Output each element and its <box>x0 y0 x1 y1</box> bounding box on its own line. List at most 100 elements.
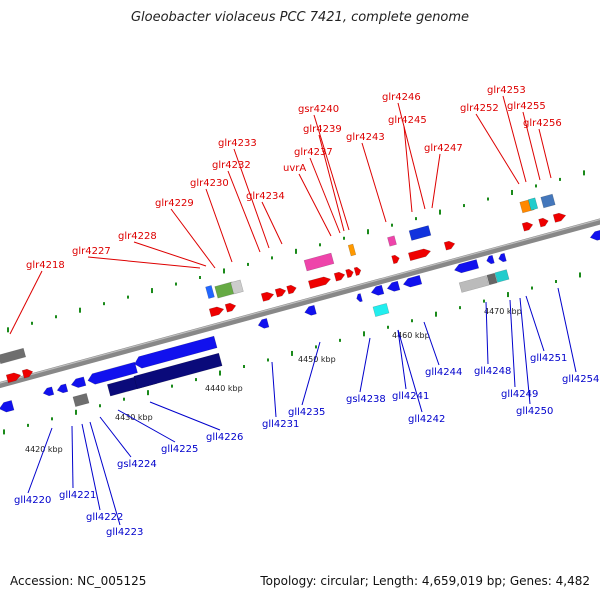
forward-gene-block <box>387 235 397 247</box>
forward-gene-arrow <box>353 266 362 276</box>
reverse-leader-line <box>397 329 407 390</box>
forward-gene-block <box>303 252 335 272</box>
forward-gene-label: glr4247 <box>424 143 463 154</box>
forward-leader-line <box>522 111 541 181</box>
reverse-gene-label: gll4235 <box>288 407 325 418</box>
forward-gene-label: glr4227 <box>72 246 111 257</box>
reverse-gene-arrow <box>454 259 480 274</box>
forward-gene-arrow <box>345 268 354 279</box>
forward-gene-arrow <box>308 276 332 290</box>
reverse-leader-line <box>509 299 516 388</box>
forward-leader-line <box>9 270 43 335</box>
forward-gene-label: gsr4240 <box>298 104 339 115</box>
scale-label: 4450 kbp <box>298 355 336 364</box>
forward-gene-block <box>527 197 539 211</box>
reverse-gene-label: gll4231 <box>262 419 299 430</box>
reverse-leader-line <box>89 421 121 526</box>
forward-leader-line <box>227 170 261 253</box>
reverse-leader-line <box>149 401 221 431</box>
reverse-gene-label: gll4244 <box>425 367 462 378</box>
scale-label: 4440 kbp <box>205 384 243 393</box>
forward-leader-line <box>318 134 345 232</box>
accession-text: Accession: NC_005125 <box>10 574 147 588</box>
reverse-gene-arrow <box>498 252 507 263</box>
reverse-gene-arrow <box>402 274 423 288</box>
forward-leader-line <box>431 153 441 209</box>
forward-leader-line <box>309 157 341 234</box>
forward-gene-label: glr4245 <box>388 115 427 126</box>
reverse-leader-line <box>519 297 531 405</box>
forward-gene-arrow <box>21 368 34 379</box>
reverse-gene-arrow <box>304 304 317 316</box>
genome-summary-text: Topology: circular; Length: 4,659,019 bp… <box>260 574 590 588</box>
forward-gene-label: glr4233 <box>218 138 257 149</box>
forward-gene-arrow <box>224 302 237 313</box>
forward-gene-block <box>205 285 215 299</box>
reverse-gene-label: gll4221 <box>59 490 96 501</box>
forward-leader-line <box>313 114 350 231</box>
reverse-gene-label: gll4250 <box>516 406 553 417</box>
reverse-gene-label: gll4222 <box>86 512 123 523</box>
reverse-gene-arrow <box>370 284 385 296</box>
reverse-gene-label: gll4249 <box>501 389 538 400</box>
forward-gene-label: glr4237 <box>294 147 333 158</box>
forward-gene-arrow <box>538 217 549 228</box>
forward-gene-block <box>347 243 357 257</box>
reverse-gene-label: gll4225 <box>161 444 198 455</box>
forward-gene-label: glr4234 <box>246 191 285 202</box>
genome-backbone <box>0 218 600 389</box>
forward-gene-label: glr4239 <box>303 124 342 135</box>
forward-gene-label: glr4232 <box>212 160 251 171</box>
forward-leader-line <box>170 208 216 269</box>
forward-gene-block <box>540 193 556 209</box>
reverse-leader-line <box>301 341 321 406</box>
reverse-leader-line <box>117 409 176 443</box>
reverse-leader-line <box>397 329 423 413</box>
reverse-gene-arrow <box>356 293 363 303</box>
forward-gene-arrow <box>286 284 297 295</box>
reverse-gene-arrow <box>257 318 270 329</box>
reverse-gene-block <box>486 272 498 286</box>
forward-leader-line <box>133 241 207 267</box>
reverse-gene-arrow <box>42 386 55 397</box>
reverse-gene-label: gll4251 <box>530 353 567 364</box>
forward-gene-arrow <box>391 254 400 265</box>
forward-gene-arrow <box>5 372 22 384</box>
reverse-gene-label: gll4242 <box>408 414 445 425</box>
forward-gene-label: glr4246 <box>382 92 421 103</box>
reverse-gene-arrow <box>56 383 69 394</box>
genome-backbone-highlight <box>0 218 600 384</box>
reverse-gene-arrow <box>0 400 15 413</box>
forward-gene-label: glr4256 <box>523 118 562 129</box>
reverse-leader-line <box>99 416 132 458</box>
forward-gene-arrow <box>552 212 567 223</box>
scale-label: 4430 kbp <box>115 413 153 422</box>
map-title: Gloeobacter violaceus PCC 7421, complete… <box>130 10 470 25</box>
reverse-gene-label: gll4241 <box>392 391 429 402</box>
forward-gene-block <box>408 225 432 241</box>
reverse-gene-block <box>458 275 490 293</box>
forward-gene-label: glr4229 <box>155 198 194 209</box>
pseudo-gene-block <box>72 393 90 407</box>
reverse-gene-block <box>372 303 390 317</box>
forward-gene-label: glr4253 <box>487 85 526 96</box>
forward-gene-arrow <box>260 291 275 302</box>
reverse-leader-line <box>71 425 74 489</box>
reverse-gene-block <box>133 352 223 390</box>
forward-gene-label: glr4255 <box>507 101 546 112</box>
forward-gene-label: glr4218 <box>26 260 65 271</box>
reverse-gene-block <box>494 269 510 283</box>
reverse-gene-arrow <box>486 254 495 265</box>
reverse-gene-arrow <box>386 280 401 292</box>
forward-gene-label: glr4252 <box>460 103 499 114</box>
forward-gene-arrow <box>208 306 225 318</box>
scale-label: 4470 kbp <box>484 307 522 316</box>
reverse-leader-line <box>359 337 371 393</box>
reverse-gene-label: gll4226 <box>206 432 243 443</box>
forward-leader-line <box>233 148 270 249</box>
reverse-gene-arrow <box>589 229 600 241</box>
forward-gene-arrow <box>443 240 456 251</box>
pseudo-gene-block <box>0 347 27 365</box>
forward-gene-arrow <box>408 248 432 262</box>
